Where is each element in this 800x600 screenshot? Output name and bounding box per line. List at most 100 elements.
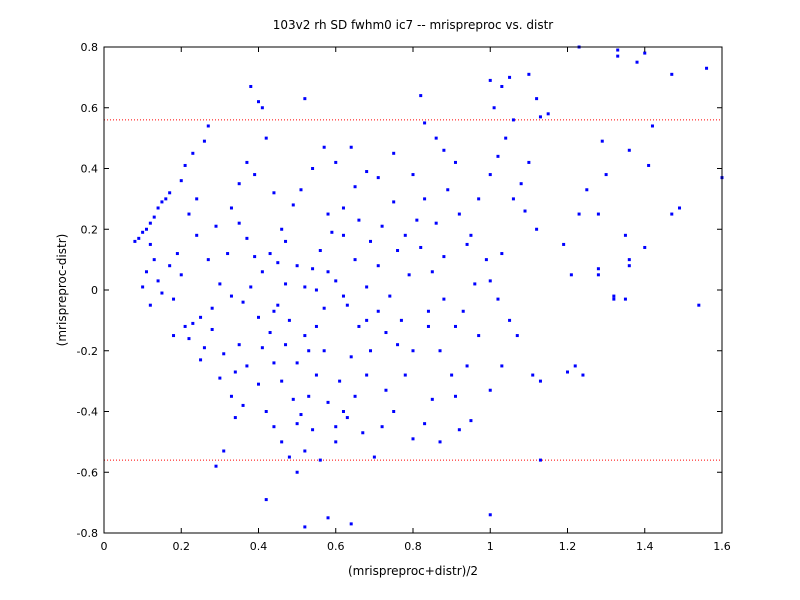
data-point [218, 376, 222, 380]
data-point [260, 346, 264, 350]
data-point [334, 279, 338, 283]
data-point [396, 249, 400, 253]
data-point [434, 221, 438, 225]
data-point [442, 297, 446, 301]
data-point [314, 288, 318, 292]
data-point [199, 315, 203, 319]
data-point [488, 513, 492, 517]
data-point [600, 139, 604, 143]
data-point [369, 349, 373, 353]
data-point [465, 364, 469, 368]
x-tick-label: 0 [101, 540, 108, 553]
data-point [264, 136, 268, 140]
data-point [442, 148, 446, 152]
x-tick-label: 1.6 [713, 540, 731, 553]
data-point [291, 397, 295, 401]
data-point [260, 270, 264, 274]
data-point [210, 327, 214, 331]
data-point [365, 170, 369, 174]
data-point [426, 324, 430, 328]
data-point [411, 173, 415, 177]
data-point [148, 221, 152, 225]
data-point [326, 270, 330, 274]
data-point [508, 75, 512, 79]
data-point [523, 209, 527, 213]
data-point [257, 315, 260, 319]
data-point [222, 352, 226, 356]
data-point [515, 334, 519, 338]
data-point [222, 449, 226, 453]
data-point [295, 361, 299, 365]
data-point [577, 212, 581, 216]
data-point [334, 440, 338, 444]
data-point [311, 167, 315, 170]
data-point [268, 331, 272, 335]
data-point [326, 212, 330, 216]
data-point [183, 163, 187, 167]
data-point [295, 264, 299, 268]
data-point [307, 349, 311, 353]
chart-title: 103v2 rh SD fwhm0 ic7 -- mrispreproc vs.… [273, 18, 554, 32]
y-tick-label: 0.8 [81, 41, 99, 54]
y-tick-label: 0 [91, 284, 98, 297]
data-point [272, 425, 276, 429]
data-point [156, 206, 160, 210]
data-point [527, 160, 531, 164]
data-point [419, 245, 423, 249]
data-point [326, 400, 330, 404]
data-point [469, 233, 473, 237]
data-point [206, 124, 210, 128]
data-point [148, 303, 152, 307]
data-point [303, 449, 307, 453]
data-point [535, 227, 539, 231]
data-point [365, 285, 369, 289]
data-point [326, 516, 330, 520]
data-point [314, 373, 318, 377]
data-point [295, 422, 299, 426]
data-point [349, 355, 353, 359]
data-point [284, 282, 288, 286]
data-point [569, 273, 573, 277]
data-point [249, 84, 253, 88]
data-point [585, 188, 589, 192]
data-point [546, 112, 550, 116]
data-point [272, 361, 276, 365]
data-point [314, 324, 318, 328]
data-point [492, 106, 496, 110]
data-point [156, 279, 160, 283]
data-point [365, 318, 369, 322]
data-point [484, 258, 488, 262]
x-tick-label: 0.2 [173, 540, 191, 553]
data-point [396, 343, 400, 347]
data-point [287, 455, 291, 459]
data-points [133, 45, 724, 529]
y-tick-label: 0.4 [81, 163, 99, 176]
data-point [496, 297, 500, 301]
data-point [210, 306, 214, 310]
data-point [519, 182, 523, 186]
data-point [195, 233, 199, 237]
data-point [392, 410, 396, 413]
data-point [623, 297, 627, 301]
data-point [341, 206, 345, 210]
data-point [604, 173, 608, 177]
data-point [330, 230, 334, 234]
data-point [168, 264, 172, 268]
data-point [473, 282, 477, 286]
data-point [160, 200, 164, 204]
data-point [311, 267, 315, 271]
y-tick-label: -0.8 [77, 527, 98, 540]
data-point [322, 145, 326, 149]
data-point [253, 255, 257, 259]
data-point [705, 66, 709, 70]
data-point [199, 358, 203, 362]
data-point [496, 154, 500, 158]
data-point [612, 297, 616, 301]
data-point [253, 173, 257, 177]
data-point [233, 416, 237, 420]
data-point [214, 464, 218, 468]
data-point [295, 470, 299, 474]
data-point [357, 324, 361, 328]
data-point [376, 176, 380, 180]
